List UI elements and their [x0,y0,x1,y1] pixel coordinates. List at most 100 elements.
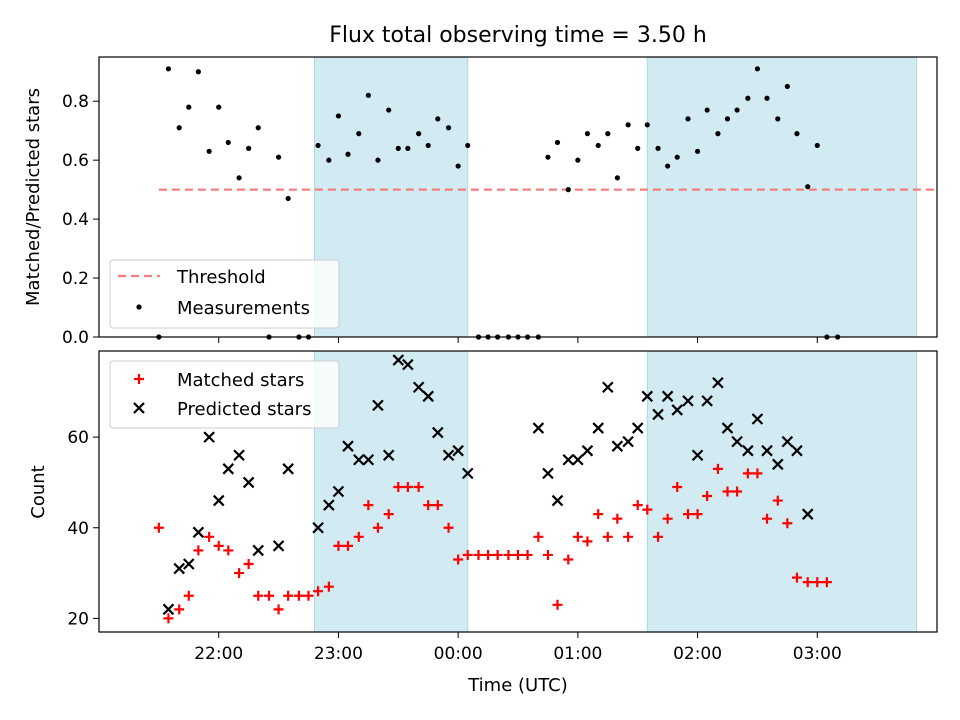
matched-star-point [552,599,563,610]
predicted-star-point [731,435,743,448]
predicted-star-point [532,422,545,434]
measurement-point [216,104,222,110]
bottom-observing-span-1 [646,350,918,633]
measurement-point [704,107,710,113]
x-tick-label: 23:00 [314,644,363,664]
predicted-star-point [461,467,474,480]
matched-star-point [503,549,514,560]
measurement-point [715,131,721,137]
predicted-star-point [382,449,395,462]
matched-star-point [672,481,683,492]
matched-star-point [363,500,374,511]
predicted-star-point [323,499,335,511]
predicted-star-point [801,508,814,520]
predicted-legend-label: Predicted stars [177,399,311,420]
matched-legend-swatch [134,374,144,384]
bottom-y-tick-label: 40 [67,519,89,539]
x-axis-label: Time (UTC) [467,675,568,696]
matched-star-point [791,572,802,583]
matched-star-point [483,549,494,560]
matched-star-point [623,531,634,542]
matched-star-point [153,522,164,533]
matched-star-point [712,463,723,474]
predicted-star-point [671,404,683,416]
predicted-star-point [611,440,624,452]
matched-star-point [393,481,404,492]
predicted-star-point [252,544,264,557]
measurement-point [584,131,591,137]
predicted-star-point [772,458,784,471]
measurement-point [644,122,650,128]
predicted-star-point [183,558,195,570]
measurement-point [554,139,561,146]
measurement-point [605,131,611,137]
predicted-star-point [222,463,235,475]
matched-star-point [593,509,604,520]
measurement-point [575,157,581,163]
matched-star-point [174,604,185,615]
matched-star-point [323,581,334,592]
predicted-star-point [372,399,384,412]
predicted-star-point [402,358,414,371]
top-panel: 0.00.20.40.60.8 Matched/Predicted stars … [23,56,938,348]
predicted-star-point [791,444,803,457]
predicted-star-point [602,381,614,394]
predicted-star-point [162,603,175,616]
measurement-point [275,154,282,160]
predicted-star-point [312,521,324,534]
measurement-point [545,154,551,160]
matched-star-point [821,577,832,588]
bottom-y-tick-label: 20 [67,609,89,629]
measurement-point [745,95,751,101]
measurement-point [195,69,201,75]
measurement-point [425,142,431,149]
predicted-star-point [212,494,225,507]
predicted-star-point [332,485,345,498]
matched-star-point [702,491,713,502]
predicted-star-point [392,354,405,366]
measurement-point [655,145,661,151]
x-tick-label: 00:00 [434,644,483,664]
matched-star-point [443,522,454,533]
matched-star-point [333,540,344,551]
top-y-tick-label: 0.2 [62,269,89,289]
predicted-star-point [542,467,554,480]
measurement-point [326,157,332,163]
matched-star-point [283,590,294,601]
matched-star-point [653,531,664,542]
matched-star-point [193,545,204,556]
measurement-point [694,148,701,154]
matched-star-point [722,486,733,497]
threshold-legend-label: Threshold [176,267,266,288]
top-legend-box [109,259,340,329]
measurement-point [775,116,781,122]
measurement-point [465,142,471,149]
matched-star-point [662,513,673,524]
measurement-point [176,125,182,131]
predicted-star-point [282,463,294,475]
measurement-point [186,104,192,110]
measurement-point [445,125,452,131]
predicted-star-point [362,453,375,466]
measurement-point [435,116,441,122]
predicted-star-point [422,390,434,403]
matched-star-point [522,549,533,560]
measurement-point [206,148,212,154]
top-axes-frame [98,56,938,338]
measurement-point [614,175,620,181]
predicted-star-point [272,540,285,552]
matched-star-point [732,486,743,497]
chart-title: Flux total observing time = 3.50 h [329,23,707,48]
measurement-point [724,116,731,122]
predicted-star-point [342,440,354,452]
x-tick-label: 22:00 [194,644,243,664]
measurement-point [315,142,321,149]
top-y-axis-label: Matched/Predicted stars [23,88,44,306]
predicted-star-point [572,453,584,466]
matched-star-point [453,554,464,565]
matched-star-point [353,531,364,542]
measurement-point [285,195,291,202]
predicted-star-point [442,449,455,462]
measurement-point [345,151,351,157]
measurement-point [814,142,820,149]
